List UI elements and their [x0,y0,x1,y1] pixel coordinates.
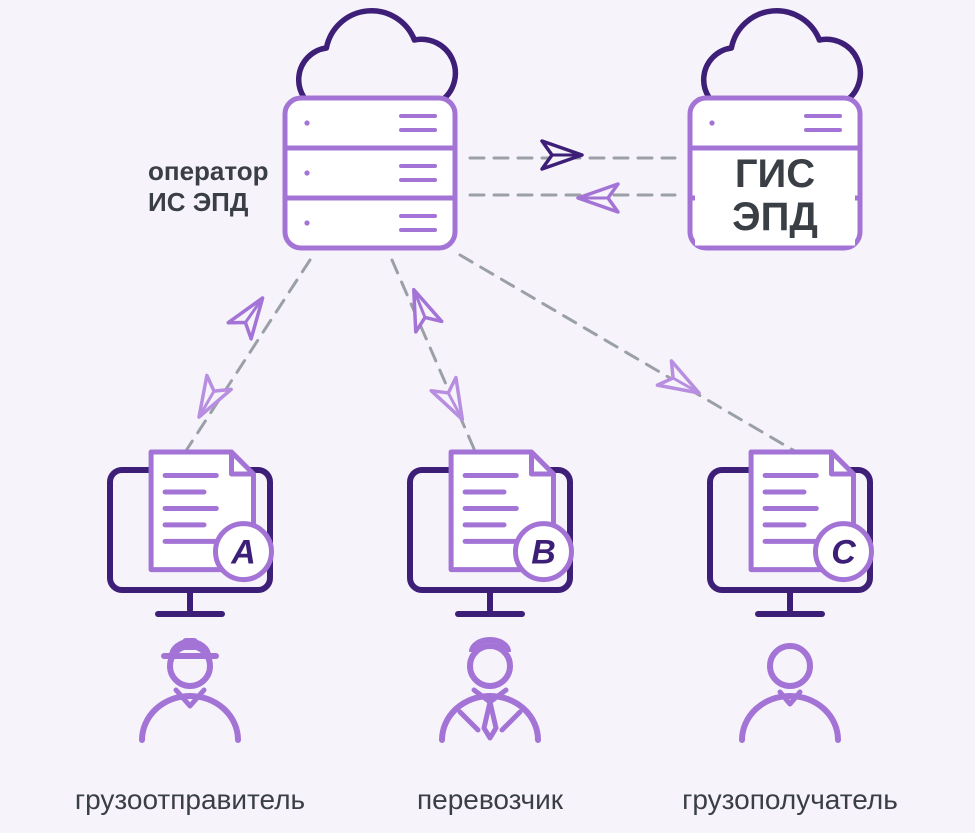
person-icon-manager_tie [442,640,538,740]
server-led [304,170,309,175]
role-letter: B [531,534,556,572]
edge-dashed [180,260,310,460]
gis-server: ГИСЭПД [690,11,860,248]
role-label-c: грузополучатель [682,784,898,816]
paper-plane-icon [542,141,582,169]
cloud-icon [704,11,861,110]
paper-plane-icon [657,361,706,405]
paper-plane-icon [187,375,231,424]
server-led [304,120,309,125]
role-label-b: перевозчик [417,784,563,816]
role-letter: C [831,534,856,572]
edge-dashed [460,255,810,460]
paper-plane-icon [431,378,475,426]
server-label-text: ГИС [735,152,815,196]
role-monitor-A: A [110,452,271,614]
cloud-icon [299,11,456,110]
paper-plane-icon [578,184,618,212]
role-monitor-C: C [710,452,871,614]
paper-plane-icon [228,290,274,339]
role-label-a: грузоотправитель [75,784,305,816]
operator-server [285,11,455,248]
edge-dashed [392,260,478,458]
operator-label: оператор ИС ЭПД [148,156,269,218]
operator-label-line1: оператор [148,156,269,187]
server-body [285,98,455,248]
diagram-stage: ГИСЭПД A B C оператор ИС ЭПД грузоотправите… [0,0,975,833]
person-icon-worker_cap [142,640,238,740]
operator-label-line2: ИС ЭПД [148,187,269,218]
diagram-svg: ГИСЭПД A B C [0,0,975,833]
server-label-text: ЭПД [732,195,818,239]
person-icon-person_plain [742,646,838,740]
server-led [304,220,309,225]
role-monitor-B: B [410,452,571,614]
role-letter: A [230,534,256,572]
